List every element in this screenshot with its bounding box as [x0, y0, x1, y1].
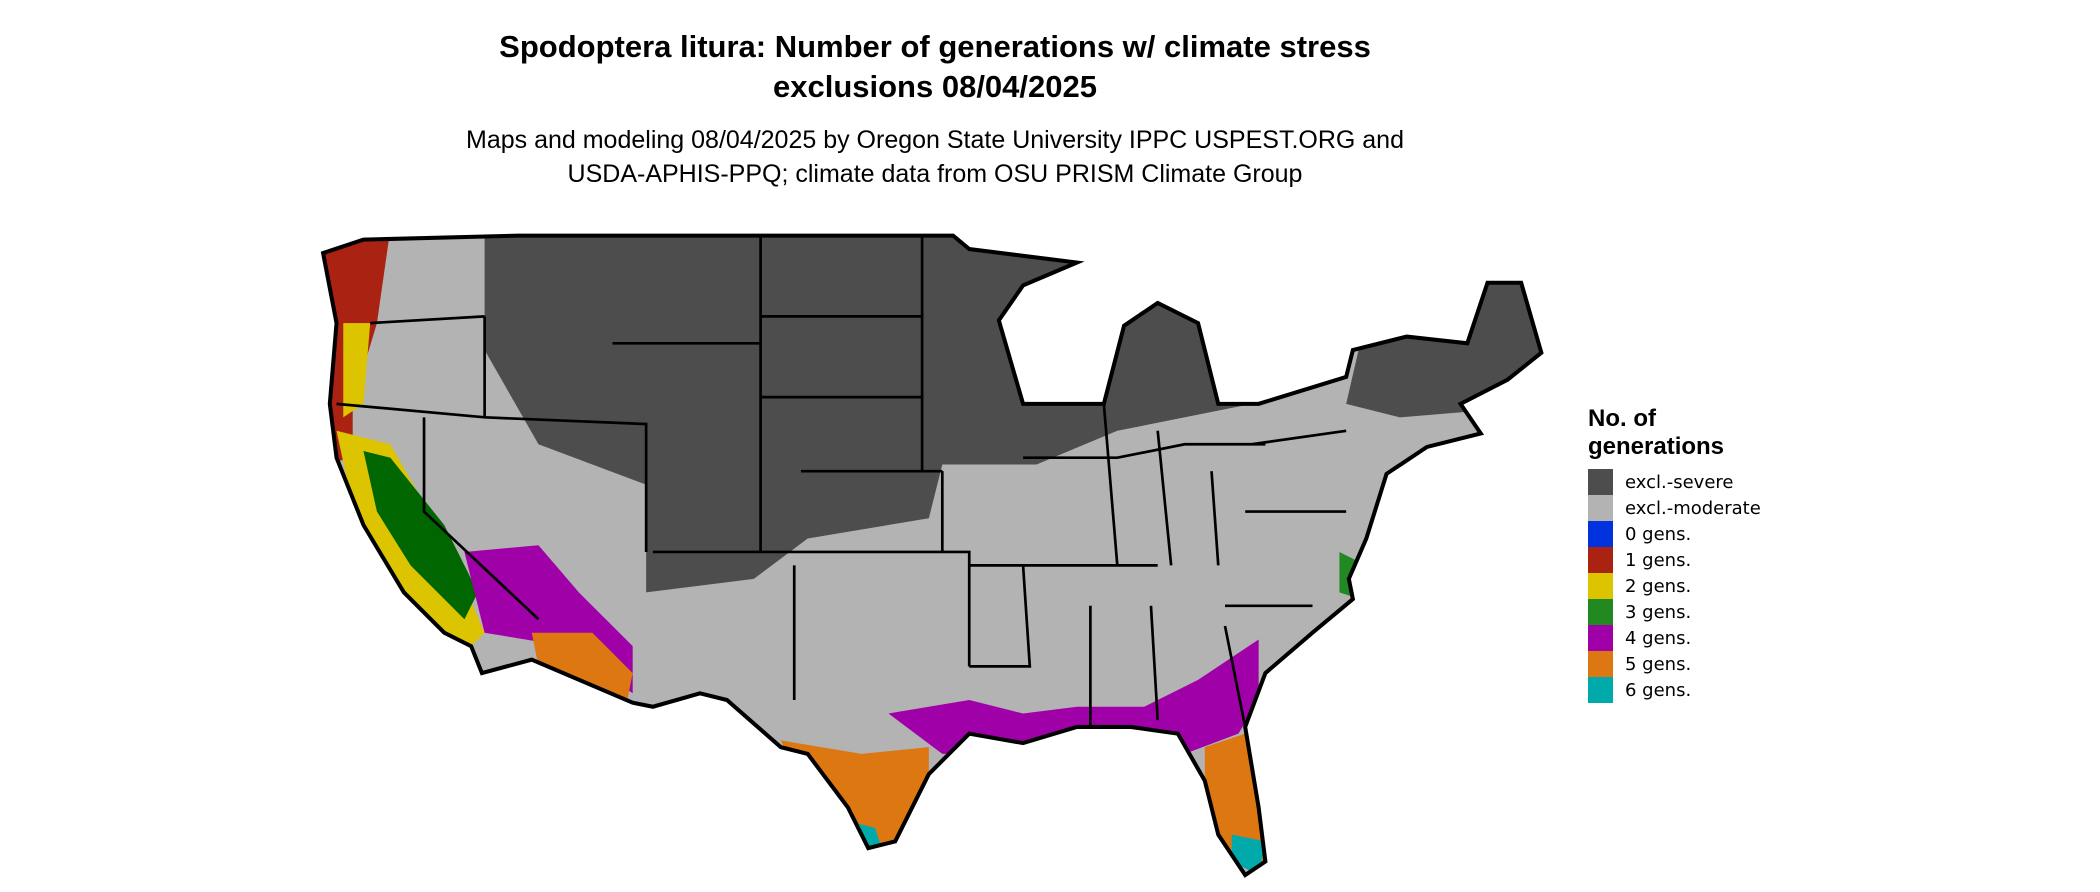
legend-item: 6 gens.	[1588, 677, 1761, 703]
legend-item: excl.-severe	[1588, 469, 1761, 495]
legend-label: 5 gens.	[1625, 653, 1692, 675]
legend-item: excl.-moderate	[1588, 495, 1761, 521]
legend: No. of generations excl.-severe excl.-mod…	[1588, 405, 1761, 703]
legend-title: No. of generations	[1588, 405, 1761, 461]
legend-items: excl.-severe excl.-moderate 0 gens. 1 gens.…	[1588, 469, 1761, 703]
legend-label: 4 gens.	[1625, 627, 1692, 649]
legend-swatch	[1588, 521, 1613, 547]
legend-swatch	[1588, 547, 1613, 573]
legend-item: 1 gens.	[1588, 547, 1761, 573]
legend-swatch	[1588, 573, 1613, 599]
region-5-gens-arizona	[531, 632, 633, 707]
region-excl-severe-northeast	[1346, 235, 1542, 418]
legend-item: 4 gens.	[1588, 625, 1761, 651]
legend-swatch	[1588, 651, 1613, 677]
region-4-gens-gulf	[888, 639, 1259, 754]
legend-swatch	[1588, 625, 1613, 651]
legend-swatch	[1588, 469, 1613, 495]
map-title-line-2: exclusions 08/04/2025	[772, 69, 1097, 104]
legend-label: 0 gens.	[1625, 523, 1692, 545]
legend-title-line-2: generations	[1588, 433, 1725, 460]
map-subtitle-line-1: Maps and modeling 08/04/2025 by Oregon S…	[466, 126, 1404, 154]
map-subtitle-line-2: USDA-APHIS-PPQ; climate data from OSU PR…	[567, 160, 1303, 188]
legend-label: 1 gens.	[1625, 549, 1692, 571]
region-6-gens	[848, 821, 1266, 876]
legend-label: excl.-moderate	[1625, 497, 1761, 519]
legend-label: 3 gens.	[1625, 601, 1692, 623]
legend-swatch	[1588, 599, 1613, 625]
legend-item: 0 gens.	[1588, 521, 1761, 547]
region-3-gens	[363, 450, 478, 620]
legend-swatch	[1588, 677, 1613, 703]
legend-label: 6 gens.	[1625, 679, 1692, 701]
legend-label: excl.-severe	[1625, 471, 1734, 493]
legend-item: 3 gens.	[1588, 599, 1761, 625]
map-title-line-1: Spodoptera litura: Number of generations…	[499, 29, 1371, 64]
state-borders	[323, 236, 1541, 875]
legend-swatch	[1588, 495, 1613, 521]
legend-title-line-1: No. of	[1588, 405, 1656, 432]
legend-label: 2 gens.	[1625, 575, 1692, 597]
region-5-gens-texas	[780, 740, 929, 849]
legend-item: 5 gens.	[1588, 651, 1761, 677]
legend-item: 2 gens.	[1588, 573, 1761, 599]
